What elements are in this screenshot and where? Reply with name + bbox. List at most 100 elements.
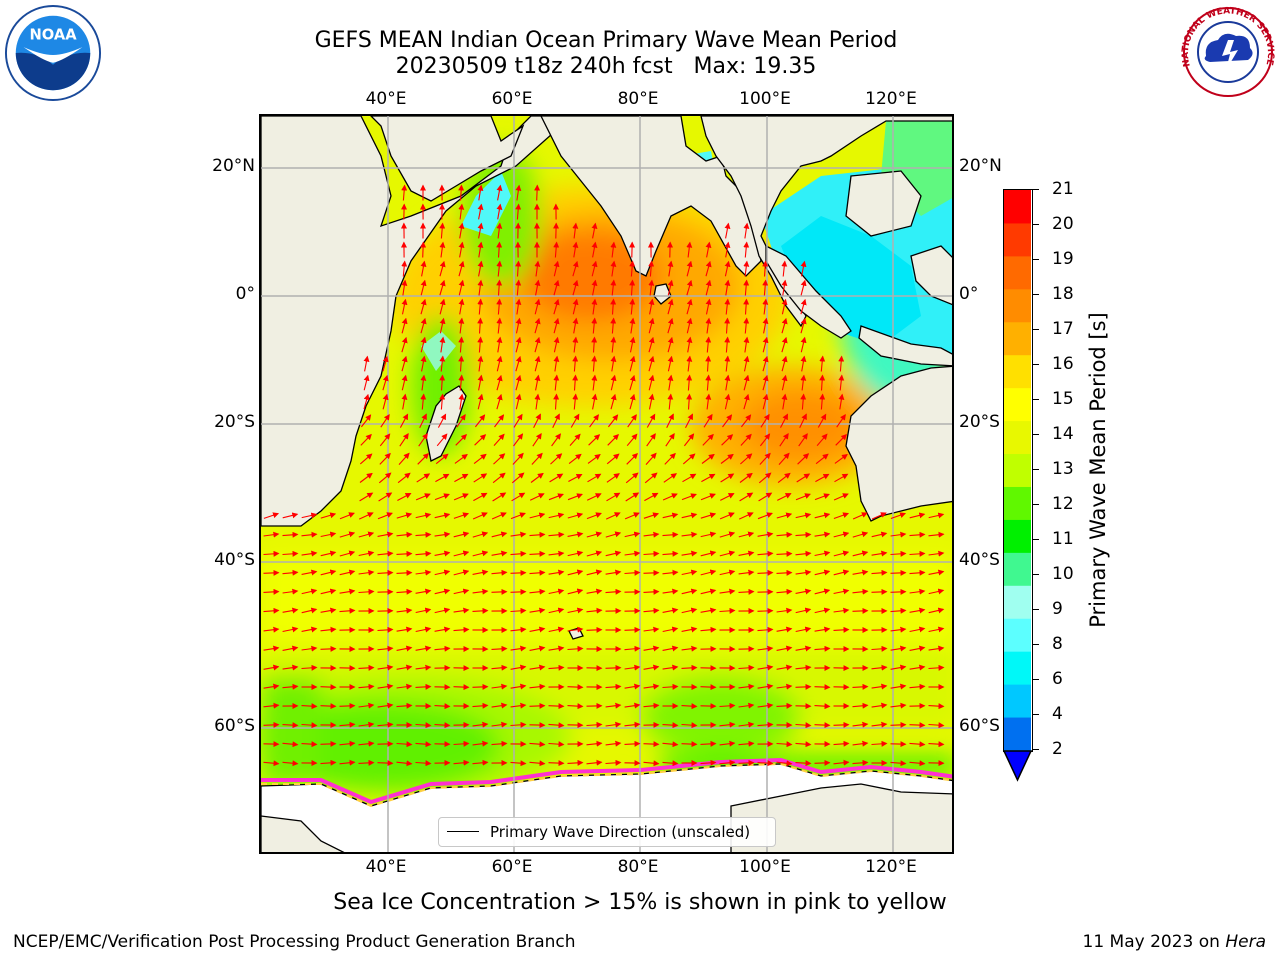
wave-direction-arrow — [282, 741, 299, 748]
colorbar-under-extension — [1002, 750, 1033, 782]
wave-direction-arrow — [396, 588, 413, 595]
wave-direction-arrow — [548, 741, 565, 748]
wave-direction-arrow — [587, 473, 602, 483]
wave-direction-arrow — [890, 531, 907, 538]
wave-direction-arrow — [396, 512, 413, 519]
wave-direction-arrow — [928, 531, 945, 538]
wave-direction-arrow — [586, 493, 602, 501]
wave-direction-arrow — [629, 355, 636, 372]
wave-direction-arrow — [705, 336, 712, 353]
wave-direction-arrow — [700, 493, 716, 501]
wave-direction-arrow — [458, 279, 465, 296]
wave-direction-arrow — [625, 472, 639, 484]
wave-direction-arrow — [434, 588, 451, 595]
wave-direction-arrow — [686, 279, 693, 296]
wave-direction-arrow — [510, 626, 527, 633]
wave-direction-arrow — [529, 569, 546, 576]
wave-direction-arrow — [529, 664, 546, 671]
wave-direction-arrow — [645, 452, 657, 465]
wave-direction-arrow — [320, 531, 337, 538]
wave-direction-arrow — [644, 472, 658, 484]
wave-direction-arrow — [662, 683, 679, 690]
wave-direction-arrow — [453, 759, 470, 766]
wave-direction-arrow — [567, 493, 583, 501]
wave-direction-arrow — [263, 512, 280, 519]
wave-direction-arrow — [890, 721, 907, 728]
wave-direction-arrow — [648, 374, 655, 391]
wave-direction-arrow — [624, 683, 641, 690]
wave-direction-arrow — [719, 759, 736, 766]
wave-direction-arrow — [320, 684, 337, 691]
wave-direction-arrow — [682, 453, 696, 465]
wave-direction-arrow — [473, 492, 488, 502]
wave-direction-arrow — [776, 607, 793, 614]
wave-direction-arrow — [477, 203, 484, 220]
wave-direction-arrow — [491, 531, 508, 538]
wave-direction-arrow — [852, 588, 869, 595]
wave-direction-arrow — [439, 393, 446, 410]
wave-direction-arrow — [529, 702, 546, 709]
wave-direction-arrow — [909, 588, 926, 595]
wave-direction-arrow — [624, 550, 641, 557]
wave-direction-arrow — [434, 569, 451, 576]
wave-direction-arrow — [572, 355, 579, 372]
wave-direction-arrow — [605, 664, 622, 671]
wave-direction-arrow — [605, 512, 621, 520]
wave-direction-arrow — [624, 721, 641, 728]
colorbar-tick-mark — [1033, 294, 1039, 295]
wave-direction-arrow — [377, 645, 394, 652]
wave-direction-arrow — [743, 298, 750, 315]
wave-direction-arrow — [890, 702, 907, 709]
wave-direction-arrow — [453, 493, 469, 501]
wave-direction-arrow — [705, 298, 712, 315]
wave-direction-arrow — [800, 298, 807, 315]
wave-direction-arrow — [439, 279, 446, 296]
wave-direction-arrow — [515, 355, 522, 372]
wave-direction-arrow — [263, 550, 280, 557]
wave-direction-arrow — [401, 336, 408, 353]
wave-direction-arrow — [629, 393, 636, 410]
wave-direction-arrow — [491, 512, 507, 520]
wave-direction-arrow — [320, 703, 337, 710]
wave-direction-arrow — [743, 374, 750, 391]
wave-direction-arrow — [700, 740, 717, 747]
wave-direction-arrow — [776, 645, 793, 652]
wave-direction-arrow — [282, 569, 299, 576]
wave-direction-arrow — [401, 317, 408, 334]
wave-direction-arrow — [491, 569, 508, 576]
wave-direction-arrow — [415, 550, 432, 557]
wave-direction-arrow — [399, 432, 409, 447]
wave-direction-arrow — [739, 492, 754, 502]
wave-direction-arrow — [819, 393, 826, 410]
wave-direction-arrow — [890, 588, 907, 595]
wave-direction-arrow — [453, 626, 470, 633]
wave-direction-arrow — [587, 454, 601, 464]
wave-direction-arrow — [567, 626, 584, 633]
colorbar-tick-label: 11 — [1052, 529, 1074, 549]
wave-direction-arrow — [738, 531, 755, 538]
sea-ice-note: Sea Ice Concentration > 15% is shown in … — [333, 890, 947, 915]
wave-direction-arrow — [686, 355, 693, 372]
wave-direction-arrow — [439, 222, 446, 239]
wave-direction-arrow — [781, 336, 788, 353]
chart-title-line2: 20230509 t18z 240h fcst Max: 19.35 — [395, 54, 817, 79]
wave-direction-arrow — [833, 721, 850, 728]
wave-direction-arrow — [510, 760, 527, 767]
wave-direction-arrow — [510, 569, 527, 576]
wave-direction-arrow — [738, 550, 755, 557]
wave-direction-arrow — [456, 413, 466, 428]
wave-direction-arrow — [667, 393, 674, 410]
wave-direction-arrow — [401, 260, 408, 277]
wave-direction-arrow — [871, 721, 888, 728]
wave-direction-arrow — [453, 740, 470, 747]
wave-direction-arrow — [477, 279, 484, 296]
wave-direction-arrow — [629, 336, 636, 353]
wave-direction-arrow — [415, 626, 432, 633]
colorbar-tick-label: 16 — [1052, 354, 1074, 374]
wave-direction-arrow — [472, 607, 489, 614]
host-name: Hera — [1225, 932, 1266, 952]
wave-direction-arrow — [738, 740, 755, 747]
wave-direction-arrow — [643, 569, 660, 576]
wave-direction-arrow — [776, 664, 793, 671]
wave-direction-arrow — [686, 317, 693, 334]
